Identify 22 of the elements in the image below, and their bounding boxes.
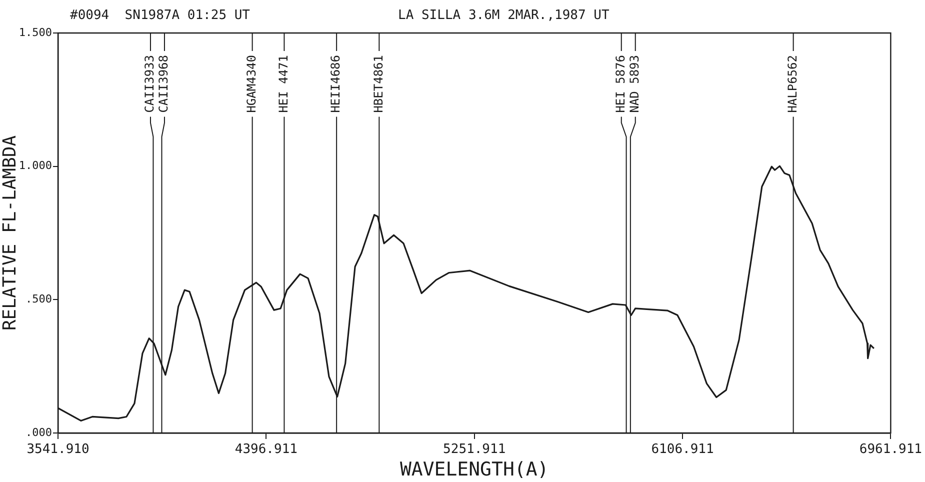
x-tick-label: 6106.911	[651, 442, 714, 458]
ref-line-label: HGAM4340	[244, 55, 258, 113]
ref-line-label: CAII3933	[142, 55, 157, 113]
ref-line-label: HEI 5876	[613, 55, 628, 113]
y-tick-label: .000	[26, 426, 52, 439]
chart-title: #0094 SN1987A 01:25 UT	[70, 8, 250, 23]
y-axis-title: RELATIVE FL-LAMBDA	[0, 135, 20, 331]
y-tick-label: .500	[26, 292, 52, 306]
ref-line-label: HEI 4471	[276, 55, 290, 113]
y-tick-label: 1.500	[18, 26, 52, 39]
x-tick-label: 5251.911	[443, 442, 506, 458]
ref-line-label: HALP6562	[785, 55, 800, 113]
x-tick-label: 6961.911	[859, 442, 922, 458]
ref-line-label: HBET4861	[371, 55, 386, 113]
x-axis-title: WAVELENGTH(A)	[400, 458, 549, 481]
ref-line-label: NAD 5893	[627, 55, 642, 113]
chart-subtitle: LA SILLA 3.6M 2MAR.,1987 UT	[398, 8, 610, 23]
x-tick-label: 3541.910	[26, 442, 90, 458]
ref-line-label: CAII3968	[156, 55, 171, 113]
x-tick-label: 4396.911	[234, 442, 298, 458]
ref-line-label: HEII4686	[328, 55, 343, 113]
y-tick-label: 1.000	[18, 159, 52, 172]
